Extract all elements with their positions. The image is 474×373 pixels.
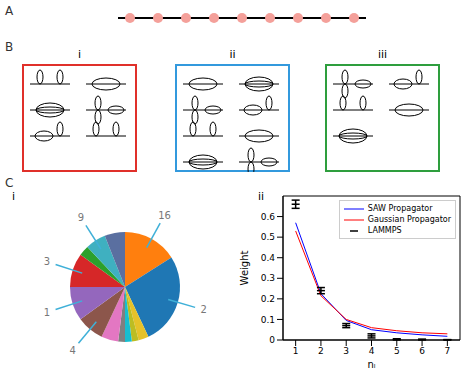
html-text:i: i — [78, 48, 81, 61]
svg-text:16: 16 — [158, 210, 171, 221]
html-text:Gaussian Propagator: Gaussian Propagator — [367, 215, 451, 224]
svg-text:2: 2 — [201, 304, 207, 315]
svg-text:4: 4 — [369, 346, 375, 356]
html-text:LAMMPS: LAMMPS — [367, 226, 402, 235]
svg-text:6: 6 — [419, 346, 425, 356]
svg-text:7: 7 — [444, 346, 450, 356]
svg-text:3: 3 — [44, 256, 50, 267]
svg-text:nₗ: nₗ — [368, 359, 376, 370]
svg-text:0.2: 0.2 — [261, 294, 275, 304]
html-text:ii: ii — [258, 190, 265, 203]
svg-text:0.4: 0.4 — [261, 253, 276, 263]
svg-text:0: 0 — [269, 335, 275, 345]
html-text:B: B — [5, 40, 14, 54]
svg-text:9: 9 — [78, 212, 84, 223]
html-text:iii: iii — [377, 48, 388, 61]
html-text:SAW Propagator: SAW Propagator — [367, 204, 433, 213]
html-text:A: A — [5, 4, 14, 18]
html-text:C: C — [5, 176, 14, 190]
svg-text:5: 5 — [394, 346, 400, 356]
html-text:i: i — [12, 190, 16, 203]
svg-text:Weight: Weight — [239, 251, 250, 286]
svg-text:0.3: 0.3 — [261, 273, 275, 283]
svg-text:3: 3 — [343, 346, 349, 356]
html-text:ii: ii — [229, 48, 236, 61]
svg-text:1: 1 — [293, 346, 299, 356]
svg-text:0.6: 0.6 — [261, 212, 276, 222]
svg-text:2: 2 — [318, 346, 324, 356]
svg-text:0.1: 0.1 — [261, 315, 275, 325]
svg-text:1: 1 — [44, 307, 50, 318]
svg-text:4: 4 — [70, 345, 76, 356]
svg-text:0.5: 0.5 — [261, 232, 275, 242]
